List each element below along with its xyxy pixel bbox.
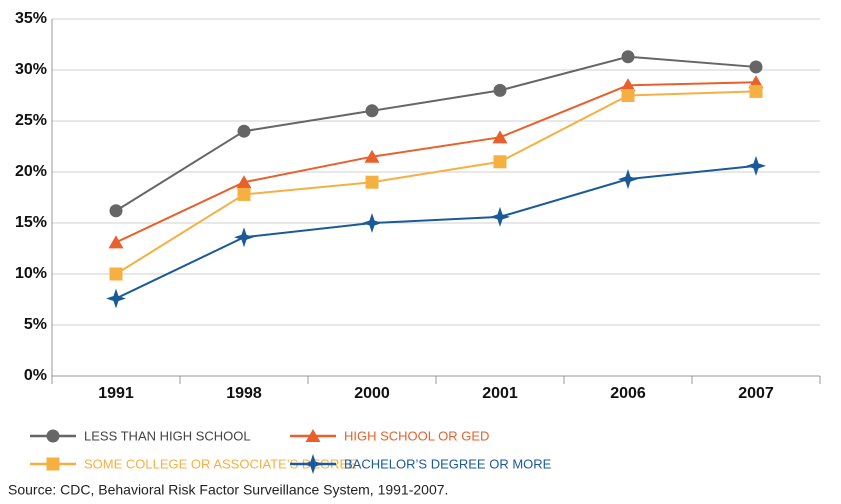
marker [618,169,638,190]
y-tick-label: 10% [15,265,47,282]
marker [305,429,321,442]
y-tick-label: 0% [24,367,47,384]
source: Source: CDC, Behavioral Risk Factor Surv… [8,482,448,498]
marker [237,187,251,201]
marker [303,454,323,474]
marker [621,50,635,64]
x-tick-label: 2001 [482,385,518,402]
marker [46,457,60,471]
marker [493,155,507,169]
marker [620,78,636,92]
x-tick-label: 2000 [354,385,390,402]
y-tick-label: 35% [15,10,47,27]
legend-label: SOME COLLEGE OR ASSOCIATE’S DEGREE [84,456,357,471]
marker [109,267,123,281]
legend-label: BACHELOR’S DEGREE OR MORE [344,456,552,471]
marker [492,130,508,144]
y-tick-label: 30% [15,61,47,78]
marker [621,89,635,102]
marker [236,175,252,189]
x-tick-label: 1998 [226,385,262,402]
marker [364,149,380,163]
marker [46,429,60,443]
y-tick-label: 5% [24,316,47,333]
legend-label: HIGH SCHOOL OR GED [344,428,489,443]
y-tick-label: 15% [15,214,47,231]
marker [362,213,382,233]
marker [493,83,507,97]
marker [490,206,510,227]
series-line [115,55,757,212]
y-tick-label: 20% [15,163,47,180]
x-tick-label: 2007 [738,385,774,402]
legend-label: LESS THAN HIGH SCHOOL [84,428,251,443]
marker [365,104,379,118]
x-tick-label: 2006 [610,385,646,402]
marker [749,60,763,74]
marker [106,288,126,309]
series-line [115,81,757,244]
series-line [115,90,757,275]
marker [237,124,251,138]
marker [109,204,123,218]
marker [108,235,124,249]
marker [746,155,766,176]
series-line [115,164,757,300]
marker [234,227,254,248]
x-tick-label: 1991 [98,385,134,402]
marker [749,84,763,98]
marker [365,175,379,189]
y-tick-label: 25% [15,112,47,129]
